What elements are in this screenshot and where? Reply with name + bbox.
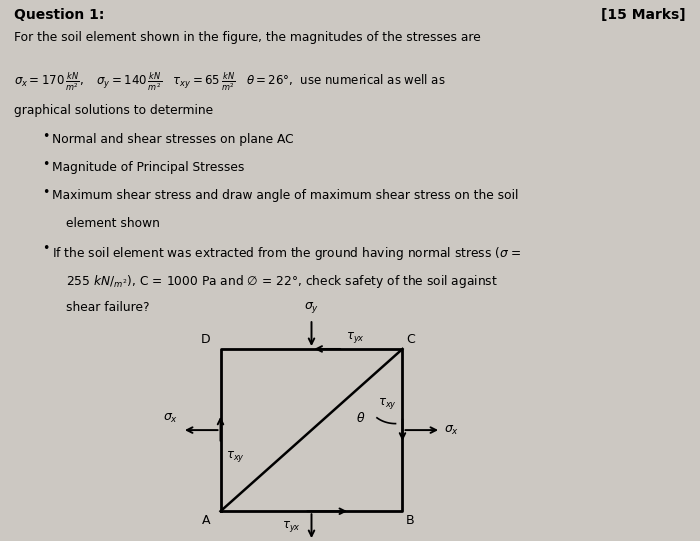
Text: $\sigma_x = 170\,\frac{kN}{m^2},$   $\sigma_y = 140\,\frac{kN}{m^2}$   $\tau_{xy: $\sigma_x = 170\,\frac{kN}{m^2},$ $\sigm…: [14, 70, 446, 93]
Text: •: •: [42, 130, 50, 143]
Text: shear failure?: shear failure?: [66, 301, 150, 314]
Text: $\tau_{yx}$: $\tau_{yx}$: [346, 329, 365, 345]
Text: C: C: [406, 333, 414, 346]
Text: Magnitude of Principal Stresses: Magnitude of Principal Stresses: [52, 161, 245, 174]
Text: $\tau_{xy}$: $\tau_{xy}$: [378, 396, 397, 411]
Text: $\tau_{xy}$: $\tau_{xy}$: [226, 449, 245, 464]
Text: graphical solutions to determine: graphical solutions to determine: [14, 104, 213, 117]
Text: [15 Marks]: [15 Marks]: [601, 8, 686, 22]
Text: B: B: [406, 514, 414, 527]
Text: $\theta$: $\theta$: [356, 411, 365, 425]
Text: •: •: [42, 242, 50, 255]
Text: 255 $kN/_{m^2}$), C = 1000 Pa and $\emptyset$ = 22°, check safety of the soil ag: 255 $kN/_{m^2}$), C = 1000 Pa and $\empt…: [66, 273, 498, 290]
Text: element shown: element shown: [66, 217, 160, 230]
Text: If the soil element was extracted from the ground having normal stress ($\sigma$: If the soil element was extracted from t…: [52, 245, 522, 262]
Text: A: A: [202, 514, 210, 527]
Text: Question 1:: Question 1:: [14, 8, 104, 22]
Text: Maximum shear stress and draw angle of maximum shear stress on the soil: Maximum shear stress and draw angle of m…: [52, 189, 519, 202]
Text: $\tau_{yx}$: $\tau_{yx}$: [282, 519, 301, 535]
Text: Normal and shear stresses on plane AC: Normal and shear stresses on plane AC: [52, 133, 294, 146]
Text: •: •: [42, 158, 50, 171]
Text: $\sigma_x$: $\sigma_x$: [444, 424, 460, 437]
Text: $\sigma_y$: $\sigma_y$: [304, 300, 319, 315]
Text: D: D: [200, 333, 210, 346]
Text: $\sigma_x$: $\sigma_x$: [163, 412, 179, 425]
Text: •: •: [42, 186, 50, 199]
Text: For the soil element shown in the figure, the magnitudes of the stresses are: For the soil element shown in the figure…: [14, 31, 481, 44]
